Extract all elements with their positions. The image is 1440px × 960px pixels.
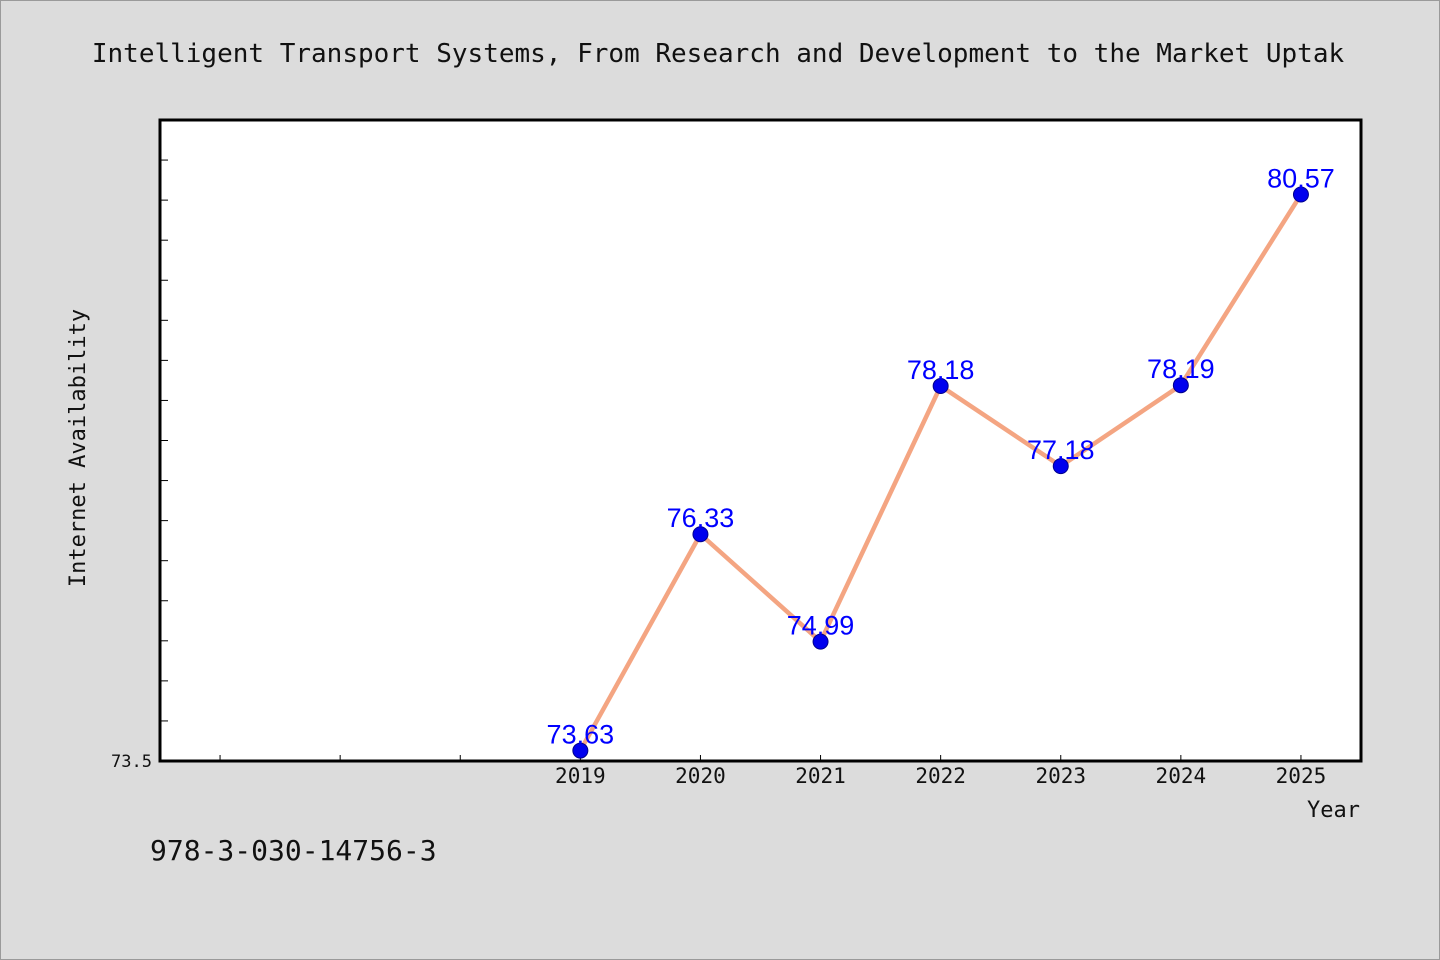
x-tick-label: 2022 [915, 764, 966, 788]
chart-title: Intelligent Transport Systems, From Rese… [92, 39, 1345, 69]
isbn-text: 978-3-030-14756-3 [150, 834, 437, 867]
x-tick-label: 2023 [1035, 764, 1086, 788]
data-point [932, 378, 949, 395]
data-point [692, 526, 709, 543]
data-point [1172, 377, 1189, 394]
data-point [1292, 186, 1309, 203]
data-label: 80.57 [1267, 164, 1335, 194]
x-tick-label: 2020 [675, 764, 726, 788]
x-tick-label: 2025 [1276, 764, 1327, 788]
plot-area [158, 118, 1363, 763]
data-label: 74.99 [787, 611, 855, 641]
data-label: 77.18 [1027, 435, 1095, 465]
data-label: 78.18 [907, 355, 975, 385]
data-label: 76.33 [667, 503, 735, 533]
x-tick-label: 2021 [795, 764, 846, 788]
x-tick-label: 2024 [1156, 764, 1207, 788]
data-point [1052, 458, 1069, 475]
data-point [812, 633, 829, 650]
data-label: 78.19 [1147, 354, 1215, 384]
x-axis-label: Year [1307, 798, 1360, 823]
y-axis-ticks [160, 159, 168, 722]
series-line-group: 73.63 76.33 74.99 78.18 77.18 78.19 80.57 [547, 164, 1335, 759]
data-point [572, 742, 589, 759]
y-tick-label: 73.5 [111, 752, 152, 772]
x-tick-label: 2019 [555, 764, 606, 788]
x-axis-tick-labels: 2019 2020 2021 2022 2023 2024 2025 [555, 764, 1326, 788]
y-axis-label: Internet Availability [66, 309, 91, 587]
data-label: 73.63 [547, 720, 615, 750]
